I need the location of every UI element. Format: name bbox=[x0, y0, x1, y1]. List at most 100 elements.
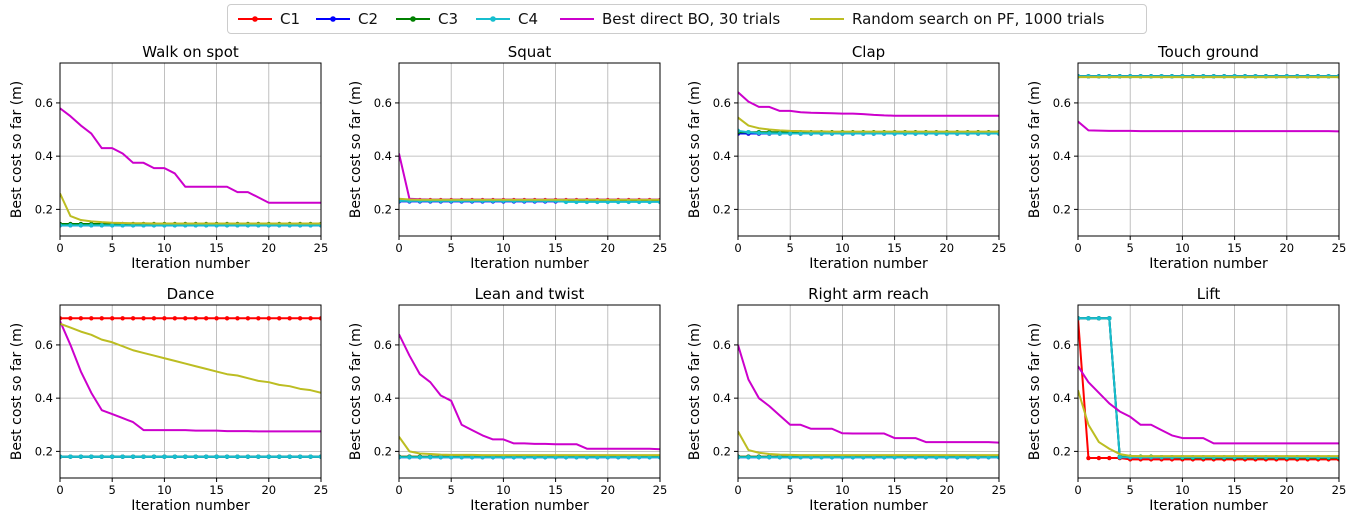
data-point bbox=[120, 223, 125, 228]
data-point bbox=[130, 454, 136, 459]
subplot-dance: 0 5 10 15 20 25 0.2 0.4 0.6 Dance Iteration number… bbox=[9, 285, 328, 514]
y-tick-label: 0.6 bbox=[713, 96, 731, 110]
series-line bbox=[399, 333, 660, 451]
data-point bbox=[151, 316, 157, 321]
y-axis-label: Best cost so far (m) bbox=[348, 323, 364, 461]
y-tick-label: 0.6 bbox=[713, 338, 731, 352]
data-point bbox=[120, 316, 125, 321]
data-point bbox=[318, 454, 321, 459]
data-point bbox=[808, 455, 814, 460]
data-point bbox=[1107, 316, 1112, 321]
data-point bbox=[542, 455, 548, 460]
data-point bbox=[480, 455, 485, 460]
series-line bbox=[60, 193, 321, 225]
axes-frame bbox=[59, 304, 322, 479]
x-tick-label: 10 bbox=[496, 483, 511, 497]
x-tick-label: 10 bbox=[496, 241, 511, 255]
x-tick-label: 15 bbox=[548, 483, 563, 497]
data-point bbox=[798, 455, 803, 460]
data-point bbox=[756, 455, 762, 460]
data-point bbox=[60, 454, 63, 459]
x-tick-label: 15 bbox=[887, 483, 902, 497]
axes-frame bbox=[737, 304, 1000, 479]
data-point bbox=[224, 454, 230, 459]
x-tick-label: 20 bbox=[1279, 483, 1294, 497]
y-axis-label: Best cost so far (m) bbox=[9, 81, 25, 219]
data-point bbox=[266, 454, 271, 459]
series-line bbox=[1078, 317, 1339, 459]
data-point bbox=[245, 454, 251, 459]
data-point bbox=[469, 455, 475, 460]
series-line bbox=[399, 153, 660, 201]
data-point bbox=[1096, 316, 1102, 321]
axes-frame bbox=[1077, 62, 1340, 237]
y-axis-label: Best cost so far (m) bbox=[1027, 81, 1043, 219]
y-tick-label: 0.4 bbox=[374, 391, 392, 405]
y-tick-label: 0.4 bbox=[713, 149, 731, 163]
x-tick-label: 20 bbox=[1279, 241, 1294, 255]
data-point bbox=[584, 455, 590, 460]
data-point bbox=[626, 455, 631, 460]
data-point bbox=[110, 454, 115, 459]
data-point bbox=[89, 316, 94, 321]
data-point bbox=[892, 455, 897, 460]
x-tick-label: 25 bbox=[992, 483, 1007, 497]
series-line bbox=[738, 91, 999, 117]
data-point bbox=[459, 455, 464, 460]
data-point bbox=[449, 455, 454, 460]
data-point bbox=[224, 316, 230, 321]
series-c4 bbox=[60, 454, 321, 459]
x-axis-label: Iteration number bbox=[131, 498, 250, 514]
x-tick-label: 0 bbox=[395, 483, 402, 497]
legend-swatch bbox=[810, 18, 844, 20]
y-tick-label: 0.2 bbox=[35, 444, 53, 458]
data-point bbox=[595, 199, 600, 205]
data-point bbox=[788, 455, 793, 460]
y-axis-label: Best cost so far (m) bbox=[687, 81, 703, 219]
data-point bbox=[511, 455, 517, 460]
data-point bbox=[245, 316, 251, 321]
data-point bbox=[287, 454, 292, 459]
data-point bbox=[214, 454, 219, 459]
series-best-direct-bo-30-trials bbox=[1078, 120, 1339, 133]
data-point bbox=[913, 455, 918, 460]
series-best-direct-bo-30-trials bbox=[399, 153, 660, 201]
data-point bbox=[214, 316, 219, 321]
y-tick-label: 0.6 bbox=[35, 96, 53, 110]
data-point bbox=[193, 316, 198, 321]
x-tick-label: 0 bbox=[734, 483, 741, 497]
subplot-title: Walk on spot bbox=[142, 43, 239, 61]
data-point bbox=[986, 455, 991, 460]
subplot-title: Clap bbox=[852, 43, 885, 61]
data-point bbox=[595, 455, 600, 460]
data-point bbox=[955, 455, 960, 460]
series-line bbox=[1078, 318, 1339, 461]
data-point bbox=[235, 316, 240, 321]
data-point bbox=[490, 455, 496, 460]
data-point bbox=[89, 223, 94, 228]
series-c4 bbox=[1078, 316, 1339, 460]
series-c1 bbox=[60, 316, 321, 321]
data-point bbox=[738, 455, 741, 460]
series-c3 bbox=[1078, 316, 1339, 460]
series-random-search-on-pf-1000-trials bbox=[738, 430, 999, 457]
x-tick-label: 5 bbox=[109, 241, 116, 255]
data-point bbox=[1078, 316, 1081, 321]
data-point bbox=[308, 454, 313, 459]
axes-frame bbox=[1077, 304, 1340, 479]
subplot-title: Right arm reach bbox=[808, 285, 929, 303]
data-point bbox=[657, 199, 660, 205]
x-tick-label: 15 bbox=[209, 241, 224, 255]
legend-label: C4 bbox=[518, 10, 539, 28]
data-point bbox=[767, 455, 772, 460]
x-tick-label: 10 bbox=[835, 241, 850, 255]
data-point bbox=[183, 454, 188, 459]
y-tick-label: 0.2 bbox=[1053, 202, 1071, 216]
x-tick-label: 25 bbox=[992, 241, 1007, 255]
data-point bbox=[902, 455, 908, 460]
data-point bbox=[767, 131, 772, 136]
x-tick-label: 0 bbox=[1074, 483, 1081, 497]
x-tick-label: 20 bbox=[600, 241, 615, 255]
subplot-touch-ground: 0 5 10 15 20 25 0.2 0.4 0.6 Touch ground Iteration… bbox=[1027, 43, 1346, 272]
x-tick-label: 5 bbox=[109, 483, 116, 497]
